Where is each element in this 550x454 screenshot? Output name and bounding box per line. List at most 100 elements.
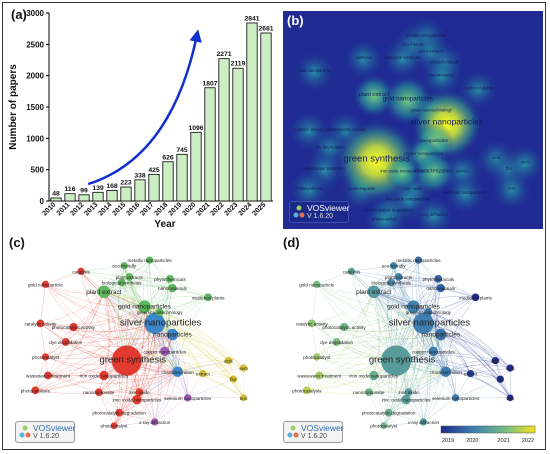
network-node xyxy=(339,322,349,332)
node-label: sem xyxy=(239,366,248,371)
network-node xyxy=(419,418,428,426)
node-label: wastewater treatment xyxy=(297,373,342,378)
bar xyxy=(218,58,230,202)
keyword-label: iron oxide nanoparticles xyxy=(380,168,424,173)
bar xyxy=(232,67,244,202)
network-link xyxy=(398,276,441,289)
network-link xyxy=(373,284,441,293)
colorbar-tick-label: 2022 xyxy=(522,438,534,444)
node-label: acid xyxy=(224,359,233,364)
network-link xyxy=(98,334,173,393)
density-glow xyxy=(292,50,337,95)
network-link xyxy=(445,360,496,373)
vosviewer-logo-icon xyxy=(293,205,305,218)
node-label: zinc oxide xyxy=(129,390,150,395)
network-link xyxy=(47,375,99,393)
vosviewer-logo-icon xyxy=(19,425,31,438)
keyword-label: phytochemicals xyxy=(430,59,459,64)
node-label: sem xyxy=(506,366,515,371)
network-link xyxy=(103,291,244,369)
network-link xyxy=(154,323,244,369)
y-tick-label: 500 xyxy=(31,166,45,175)
network-node xyxy=(160,346,170,357)
network-link xyxy=(316,271,352,285)
node-label: biological synthesis xyxy=(102,280,142,285)
network-link xyxy=(408,306,418,393)
network-link xyxy=(103,291,178,372)
network-node xyxy=(94,388,103,397)
network-link xyxy=(413,306,446,372)
network-link xyxy=(311,323,337,343)
node-label: extract xyxy=(464,372,479,377)
bar-value-label: 2119 xyxy=(231,61,246,68)
keyword-label: plant extract xyxy=(359,92,390,98)
network-link xyxy=(45,306,145,358)
density-glow xyxy=(380,36,425,81)
x-tick-label: 2024 xyxy=(237,201,253,217)
network-link xyxy=(144,306,178,372)
node-label: acid xyxy=(491,359,500,364)
network-node xyxy=(364,388,373,397)
network-link xyxy=(311,323,441,340)
keyword-label: zinc oxide xyxy=(404,186,423,191)
x-tick-label: 2013 xyxy=(83,201,99,217)
node-label: gold nanoparticle xyxy=(28,282,63,287)
node-label: iron oxide nanoparticles xyxy=(350,373,399,378)
node-label: gold nanoparticles xyxy=(387,304,441,311)
network-node xyxy=(165,274,174,283)
network-link xyxy=(47,323,155,376)
network-link xyxy=(45,341,66,358)
bar-value-label: 2841 xyxy=(244,15,259,22)
network-node xyxy=(41,353,50,361)
panel-label-c: (c) xyxy=(9,235,25,250)
network-link xyxy=(154,323,163,423)
network-link xyxy=(368,392,389,413)
network-link xyxy=(470,373,501,380)
network-link xyxy=(98,291,110,393)
node-label: gold nanoparticle xyxy=(299,282,334,287)
bar xyxy=(176,153,188,202)
keyword-label: photosynthesis xyxy=(295,186,323,191)
keyword-label: nanomaterials xyxy=(428,72,454,77)
network-link xyxy=(311,284,318,324)
bar-value-label: 139 xyxy=(92,185,104,192)
vosviewer-name: VOSviewer xyxy=(307,203,350,213)
network-link xyxy=(368,334,441,393)
network-link xyxy=(177,371,244,398)
network-node xyxy=(111,345,142,376)
network-link xyxy=(383,323,424,426)
network-node xyxy=(138,300,151,314)
network-link xyxy=(406,397,456,400)
network-link xyxy=(159,287,173,313)
node-label: flor xyxy=(497,377,504,382)
network-node xyxy=(99,370,109,381)
network-link xyxy=(306,306,414,391)
network-link xyxy=(139,371,178,393)
node-label: photocatalytic activity xyxy=(322,325,366,330)
network-node xyxy=(240,394,248,402)
network-link xyxy=(45,291,105,358)
network-node xyxy=(120,261,128,270)
node-label: medicinal plants xyxy=(192,295,226,300)
network-link xyxy=(418,260,441,335)
network-link xyxy=(40,323,46,357)
network-node xyxy=(332,337,341,347)
network-link xyxy=(445,364,511,372)
network-link xyxy=(418,259,439,279)
keyword-label: metallic nanoparticles xyxy=(406,33,446,38)
node-label: phytochemicals xyxy=(154,277,186,282)
network-link xyxy=(319,291,375,376)
network-link xyxy=(306,356,317,391)
keyword-label: photocatalytic activity xyxy=(326,127,366,132)
network-link xyxy=(306,371,446,394)
network-link xyxy=(103,291,111,376)
network-node xyxy=(125,272,134,281)
node-label: plant extracts xyxy=(116,275,144,280)
density-hotspot xyxy=(411,150,456,195)
vosviewer-badge-d: VOSviewer V 1.6.20 xyxy=(283,421,344,443)
network-link xyxy=(202,373,244,399)
keyword-label: wastewater treatment xyxy=(305,166,346,171)
network-link xyxy=(390,282,446,372)
node-label: plant extracts xyxy=(385,275,413,280)
network-link xyxy=(373,375,407,400)
